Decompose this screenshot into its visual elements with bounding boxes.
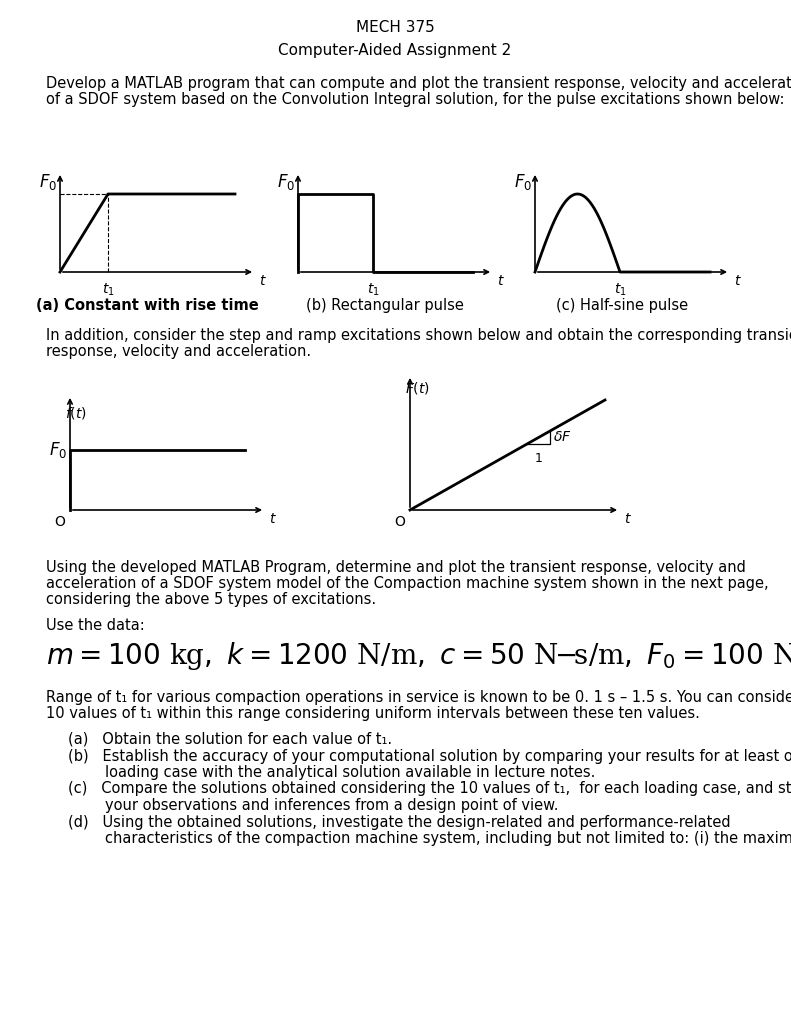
Text: (a)   Obtain the solution for each value of t₁.: (a) Obtain the solution for each value o… bbox=[68, 732, 392, 746]
Text: $F_0$: $F_0$ bbox=[49, 440, 67, 460]
Text: O: O bbox=[394, 515, 405, 529]
Text: (a) Constant with rise time: (a) Constant with rise time bbox=[36, 298, 259, 313]
Text: $t_1$: $t_1$ bbox=[102, 282, 115, 298]
Text: Computer-Aided Assignment 2: Computer-Aided Assignment 2 bbox=[278, 43, 512, 57]
Text: loading case with the analytical solution available in lecture notes.: loading case with the analytical solutio… bbox=[68, 765, 596, 780]
Text: $t$: $t$ bbox=[497, 274, 505, 288]
Text: Using the developed MATLAB Program, determine and plot the transient response, v: Using the developed MATLAB Program, dete… bbox=[46, 560, 746, 575]
Text: $t$: $t$ bbox=[259, 274, 267, 288]
Text: MECH 375: MECH 375 bbox=[356, 20, 434, 36]
Text: $t_1$: $t_1$ bbox=[367, 282, 380, 298]
Text: (b)   Establish the accuracy of your computational solution by comparing your re: (b) Establish the accuracy of your compu… bbox=[68, 749, 791, 764]
Text: In addition, consider the step and ramp excitations shown below and obtain the c: In addition, consider the step and ramp … bbox=[46, 328, 791, 343]
Text: $t$: $t$ bbox=[734, 274, 742, 288]
Text: of a SDOF system based on the Convolution Integral solution, for the pulse excit: of a SDOF system based on the Convolutio… bbox=[46, 92, 785, 106]
Text: acceleration of a SDOF system model of the Compaction machine system shown in th: acceleration of a SDOF system model of t… bbox=[46, 575, 769, 591]
Text: (b) Rectangular pulse: (b) Rectangular pulse bbox=[306, 298, 464, 313]
Text: O: O bbox=[54, 515, 65, 529]
Text: $F_0$: $F_0$ bbox=[39, 172, 57, 193]
Text: Use the data:: Use the data: bbox=[46, 618, 145, 633]
Text: (c)   Compare the solutions obtained considering the 10 values of t₁,  for each : (c) Compare the solutions obtained consi… bbox=[68, 781, 791, 797]
Text: Range of t₁ for various compaction operations in service is known to be 0. 1 s –: Range of t₁ for various compaction opera… bbox=[46, 690, 791, 705]
Text: characteristics of the compaction machine system, including but not limited to: : characteristics of the compaction machin… bbox=[68, 831, 791, 846]
Text: $t_1$: $t_1$ bbox=[614, 282, 626, 298]
Text: 10 values of t₁ within this range considering uniform intervals between these te: 10 values of t₁ within this range consid… bbox=[46, 706, 700, 721]
Text: response, velocity and acceleration.: response, velocity and acceleration. bbox=[46, 344, 311, 359]
Text: $F_0$: $F_0$ bbox=[514, 172, 532, 193]
Text: (c) Half-sine pulse: (c) Half-sine pulse bbox=[556, 298, 688, 313]
Text: your observations and inferences from a design point of view.: your observations and inferences from a … bbox=[68, 798, 558, 813]
Text: $F_0$: $F_0$ bbox=[277, 172, 295, 193]
Text: $F(t)$: $F(t)$ bbox=[405, 380, 430, 396]
Text: $t$: $t$ bbox=[269, 512, 277, 526]
Text: $f(t)$: $f(t)$ bbox=[65, 406, 87, 421]
Text: $m = 100\ \mathregular{kg},\ k = 1200\ \mathregular{N/m},\ c = 50\ \mathregular{: $m = 100\ \mathregular{kg},\ k = 1200\ \… bbox=[46, 640, 791, 672]
Text: (d)   Using the obtained solutions, investigate the design-related and performan: (d) Using the obtained solutions, invest… bbox=[68, 814, 731, 829]
Text: 1: 1 bbox=[535, 452, 543, 465]
Text: considering the above 5 types of excitations.: considering the above 5 types of excitat… bbox=[46, 592, 377, 607]
Text: Develop a MATLAB program that can compute and plot the transient response, veloc: Develop a MATLAB program that can comput… bbox=[46, 76, 791, 91]
Text: $t$: $t$ bbox=[624, 512, 632, 526]
Text: $\delta F$: $\delta F$ bbox=[554, 430, 572, 444]
